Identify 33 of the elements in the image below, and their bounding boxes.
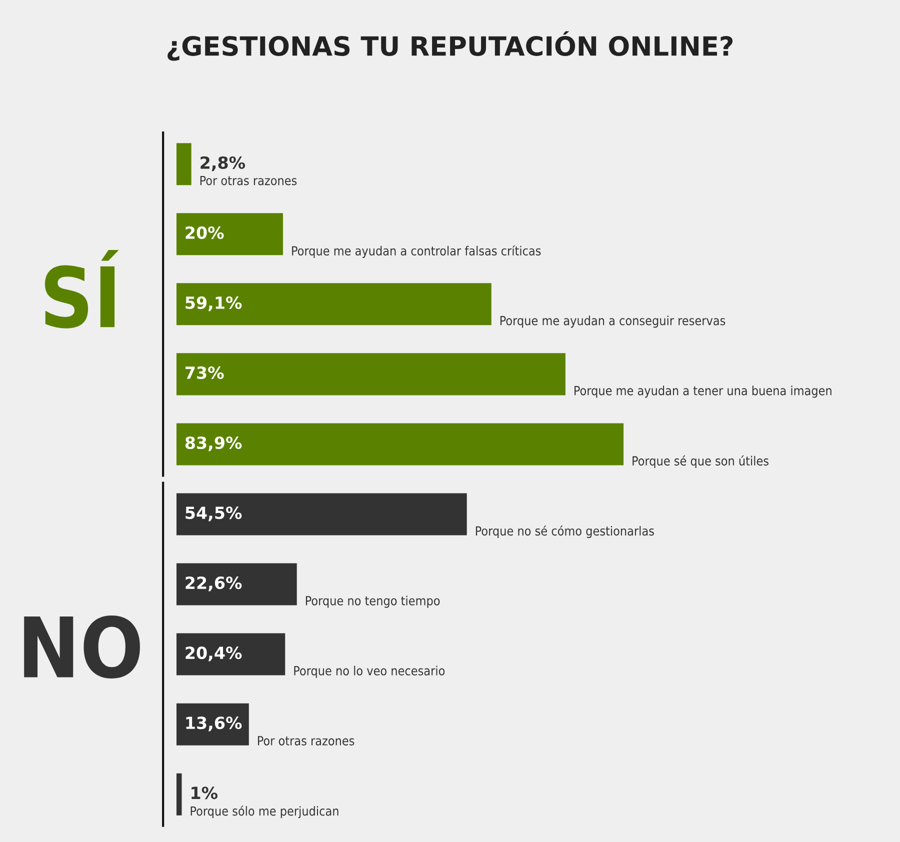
y-tick-label: Porque sé que son útiles [632, 455, 768, 468]
y-tick-label: Porque no sé cómo gestionarlas [476, 525, 654, 538]
data-label: 83,9% [185, 436, 242, 452]
bar [176, 143, 192, 186]
data-label: 13,6% [186, 716, 242, 732]
bar [176, 493, 467, 536]
bar [176, 283, 492, 326]
bar [176, 703, 249, 746]
y-tick-label: Porque no tengo tiempo [306, 596, 440, 608]
y-tick-label: Porque me ayudan a tener una buena imagen [574, 386, 832, 398]
data-label: 59,1% [186, 296, 242, 312]
y-tick-label: Por otras razones [200, 176, 297, 186]
y-tick-label: Porque me ayudan a conseguir reservas [500, 316, 726, 328]
data-label: 54,5% [186, 506, 242, 522]
data-label: 20% [186, 226, 224, 239]
bar [176, 423, 624, 466]
bar [176, 633, 286, 676]
bar [176, 213, 283, 256]
bar [176, 353, 566, 396]
bar [176, 773, 182, 816]
data-label: 20,4% [186, 646, 242, 662]
y-tick-label: Porque me ayudan a controlar falsas críticas [292, 245, 541, 258]
data-label: 73% [186, 366, 224, 380]
y-tick-label: Por otras razones [258, 736, 354, 746]
chart-title: ¿GESTIONAS TU REPUTACIÓN ONLINE? [168, 31, 733, 61]
y-tick-label: Porque sólo me perjudican [190, 806, 338, 818]
data-label: 1% [192, 786, 218, 800]
bar [176, 563, 297, 606]
y-tick-label: Porque no lo veo necesario [294, 666, 445, 678]
data-label: 2,8% [200, 156, 246, 172]
data-label: 22,6% [186, 576, 242, 592]
text: SÍ [44, 250, 119, 328]
text: NO [24, 615, 140, 678]
